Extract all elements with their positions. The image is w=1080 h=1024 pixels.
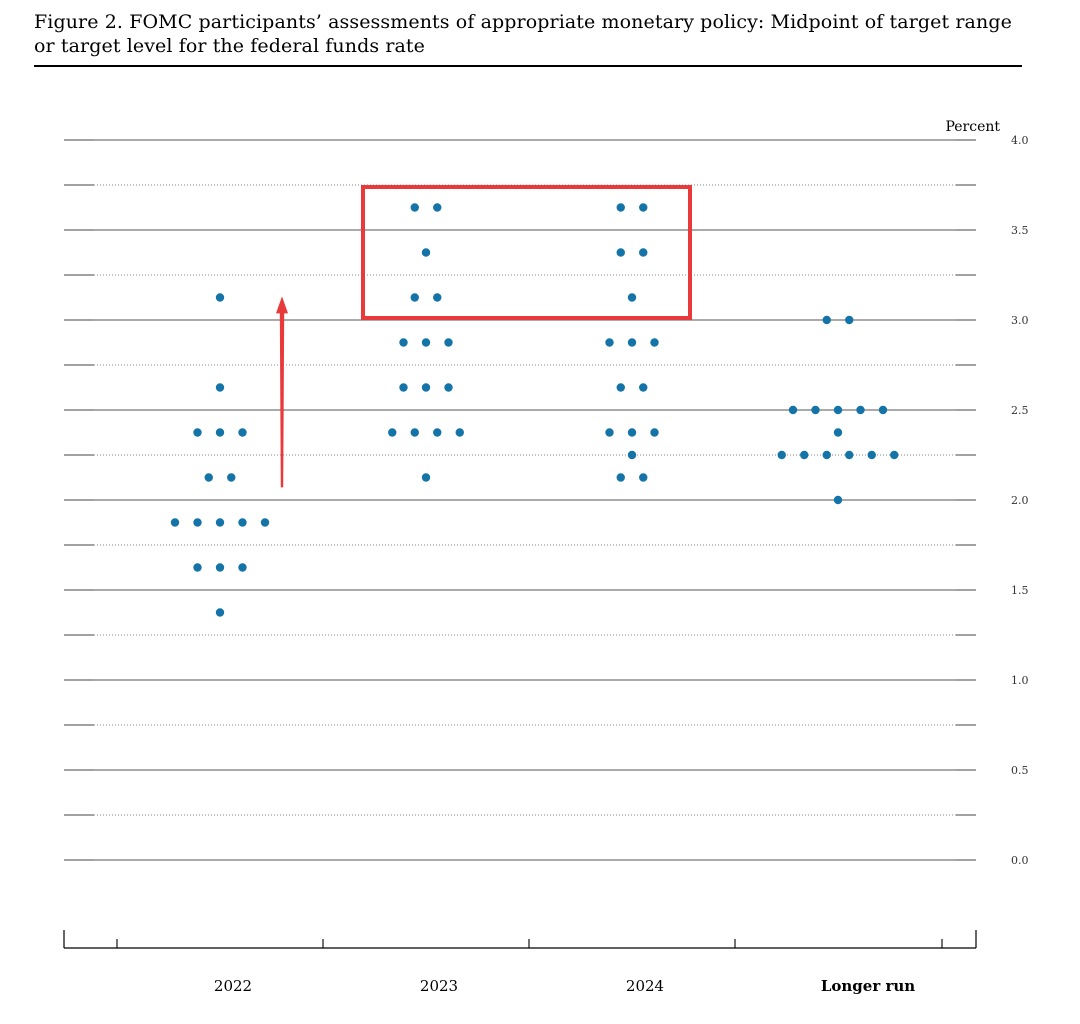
dot-2023 (433, 203, 442, 212)
dot-longer-run (833, 495, 843, 505)
dot-longer-run (822, 315, 831, 325)
dot-2023 (444, 338, 453, 347)
dot-2024 (627, 428, 637, 437)
y-axis-unit-label: Percent (945, 119, 1000, 135)
dot-2024 (639, 473, 648, 482)
dot-longer-run (811, 405, 820, 415)
dot-longer-run (788, 405, 798, 415)
x-axis: 2022 2023 2024 Longer run (63, 930, 977, 995)
dot-2023 (388, 428, 397, 437)
x-category-label: 2023 (420, 977, 458, 995)
dot-2022 (215, 293, 225, 302)
dot-longer-run (845, 315, 854, 325)
y-axis-ticks: 4.0 3.5 3.0 2.5 2.0 1.5 1.0 0.5 0.0 (1011, 134, 1029, 867)
dot-2024 (605, 338, 614, 347)
y-tick-label: 0.5 (1011, 764, 1029, 777)
dot-2023 (410, 293, 419, 302)
figure-title: Figure 2. FOMC participants’ assessments… (34, 11, 1012, 57)
dot-2023 (410, 203, 419, 212)
dot-2023 (433, 428, 442, 437)
dot-longer-run (833, 405, 843, 415)
dot-2024 (639, 383, 648, 392)
dot-2024 (627, 450, 637, 460)
dot-2024 (616, 203, 625, 212)
dot-2024 (650, 428, 659, 437)
dots (170, 203, 899, 617)
y-tick-label: 4.0 (1011, 134, 1029, 147)
highlight-box (361, 185, 692, 320)
dot-2022 (215, 428, 225, 437)
y-tick-label: 2.0 (1011, 494, 1029, 507)
dot-2022 (193, 563, 202, 572)
dot-2022 (204, 473, 213, 482)
dot-2022 (227, 473, 236, 482)
dot-2024 (650, 338, 659, 347)
dot-longer-run (800, 450, 809, 460)
dot-2023 (444, 383, 453, 392)
x-category-label: 2022 (214, 977, 252, 995)
dot-2022 (170, 518, 180, 527)
dot-2024 (616, 473, 625, 482)
x-category-label: Longer run (821, 977, 915, 995)
dot-longer-run (777, 450, 786, 460)
dot-2023 (433, 293, 442, 302)
dot-2023 (455, 428, 464, 437)
dot-2023 (421, 248, 431, 257)
dot-2023 (421, 338, 431, 347)
dot-2022 (238, 563, 247, 572)
y-tick-label: 3.0 (1011, 314, 1029, 327)
x-category-label: 2024 (626, 977, 664, 995)
dot-2022 (215, 518, 225, 527)
dot-longer-run (822, 450, 831, 460)
y-tick-label: 3.5 (1011, 224, 1029, 237)
y-tick-label: 2.5 (1011, 404, 1029, 417)
dot-2022 (238, 518, 247, 527)
title-rule (34, 65, 1022, 67)
dot-longer-run (845, 450, 854, 460)
dot-longer-run (833, 428, 843, 437)
dot-longer-run (878, 405, 888, 415)
dot-2022 (215, 563, 225, 572)
dot-2024 (639, 203, 648, 212)
arrow-head (276, 296, 288, 314)
grid-lines (64, 139, 976, 861)
dot-2023 (421, 473, 431, 482)
y-tick-label: 1.5 (1011, 584, 1029, 597)
dot-2022 (238, 428, 247, 437)
annotations (276, 185, 692, 488)
dot-2024 (627, 338, 637, 347)
dot-2022 (215, 383, 225, 392)
dot-2023 (399, 338, 408, 347)
dot-2022 (193, 518, 202, 527)
dot-2024 (627, 293, 637, 302)
dot-longer-run (890, 450, 899, 460)
dot-2024 (616, 383, 625, 392)
dot-2024 (605, 428, 614, 437)
dot-2024 (616, 248, 625, 257)
y-tick-label: 0.0 (1011, 854, 1029, 867)
dot-2023 (399, 383, 408, 392)
dot-2024 (639, 248, 648, 257)
arrow-shaft (279, 312, 285, 488)
y-tick-label: 1.0 (1011, 674, 1029, 687)
dot-longer-run (856, 405, 865, 415)
dot-2022 (260, 518, 270, 527)
dot-2023 (410, 428, 419, 437)
dot-2022 (193, 428, 202, 437)
dot-2022 (215, 608, 225, 617)
dot-2023 (421, 383, 431, 392)
dot-longer-run (867, 450, 876, 460)
